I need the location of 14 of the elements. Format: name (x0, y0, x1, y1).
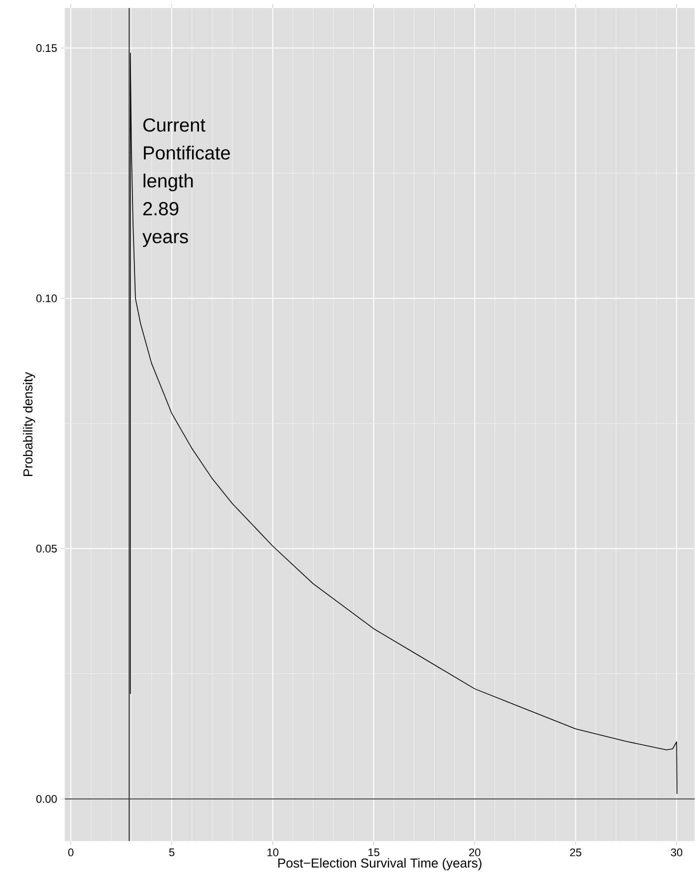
y-tick-label: 0.15 (36, 44, 57, 52)
y-tick-label: 0.00 (36, 795, 57, 803)
x-tick-label: 10 (268, 848, 279, 856)
x-axis-title: Post−Election Survival Time (years) (278, 858, 482, 870)
x-tick-label: 20 (469, 848, 480, 856)
y-tick-label: 0.05 (36, 544, 57, 553)
x-tick-label: 15 (368, 848, 380, 856)
x-tick-label: 5 (169, 848, 174, 856)
x-tick-label: 30 (671, 848, 682, 856)
x-tick-label: 25 (570, 848, 582, 856)
y-axis-title: Probability density (23, 372, 36, 476)
x-tick-label: 0 (68, 848, 74, 856)
y-tick-label: 0.10 (36, 294, 57, 302)
ref-line-label: Current Pontificate length 2.89 years (142, 118, 230, 248)
